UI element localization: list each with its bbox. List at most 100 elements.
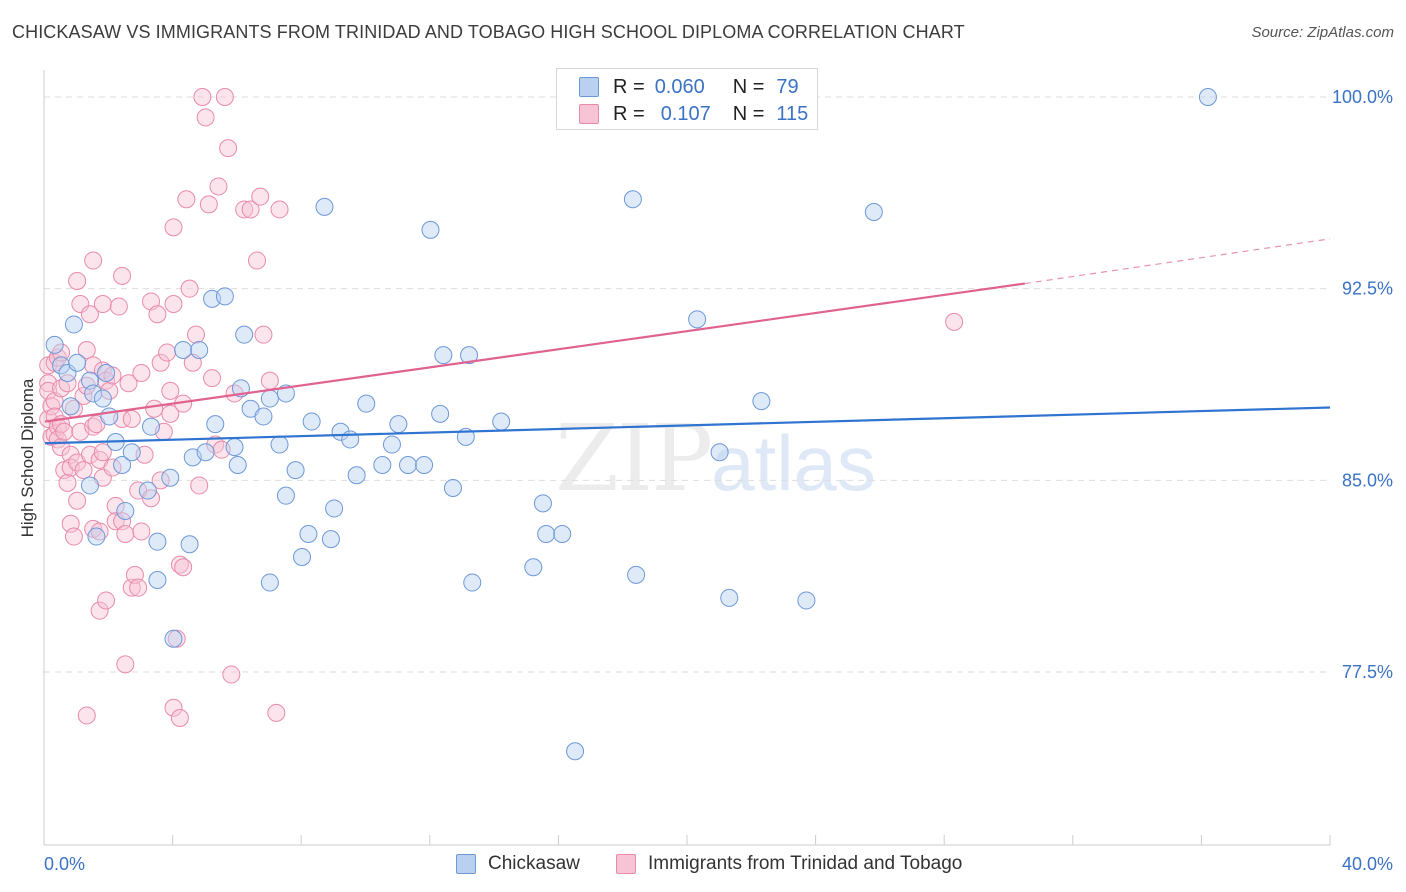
- data-point-trinidad: [164, 218, 183, 237]
- data-point-chickasaw: [533, 494, 552, 513]
- watermark-atlas: atlas: [711, 419, 876, 507]
- data-point-trinidad: [90, 601, 109, 620]
- data-point-trinidad: [158, 343, 177, 362]
- data-point-trinidad: [148, 305, 167, 324]
- data-point-chickasaw: [463, 573, 482, 592]
- data-point-chickasaw: [215, 287, 234, 306]
- data-point-chickasaw: [206, 415, 225, 434]
- bottom-legend-label-chickasaw: Chickasaw: [488, 853, 580, 874]
- data-point-chickasaw: [142, 417, 161, 436]
- trend-line-trinidad: [44, 282, 1025, 423]
- data-point-trinidad: [267, 703, 286, 722]
- data-point-trinidad: [119, 374, 138, 393]
- watermark-zip: ZIP: [555, 405, 713, 512]
- data-point-chickasaw: [97, 364, 116, 382]
- data-point-trinidad: [151, 353, 170, 372]
- bottom-legend-trinidad: Immigrants from Trinidad and Tobago: [616, 850, 962, 878]
- data-point-chickasaw: [492, 412, 511, 431]
- data-point-trinidad: [116, 655, 135, 674]
- data-point-trinidad: [235, 200, 254, 219]
- legend-r-value: 0.060: [654, 75, 705, 98]
- data-point-trinidad: [251, 187, 270, 206]
- data-point-trinidad: [64, 527, 83, 546]
- data-point-chickasaw: [148, 571, 167, 589]
- data-point-chickasaw: [373, 456, 392, 474]
- data-point-trinidad: [93, 361, 112, 380]
- x-tick-label: 40.0%: [1342, 854, 1393, 874]
- data-point-trinidad: [93, 443, 112, 462]
- data-point-trinidad: [180, 279, 199, 298]
- series-chickasaw-points: [45, 88, 1217, 761]
- data-point-chickasaw: [389, 415, 408, 434]
- data-point-trinidad: [174, 558, 193, 577]
- trend-line-chickasaw: [44, 406, 1331, 445]
- data-point-trinidad: [177, 190, 196, 209]
- data-point-trinidad: [203, 369, 222, 388]
- data-point-trinidad: [219, 139, 238, 158]
- data-point-chickasaw: [138, 481, 157, 500]
- legend-r-value: 0.107: [660, 102, 711, 125]
- data-point-trinidad: [170, 709, 189, 727]
- data-point-trinidad: [74, 461, 93, 480]
- chart-title: CHICKASAW VS IMMIGRANTS FROM TRINIDAD AN…: [12, 22, 965, 42]
- data-point-chickasaw: [1198, 88, 1217, 106]
- data-point-chickasaw: [688, 310, 707, 329]
- data-point-trinidad: [93, 295, 112, 313]
- data-point-chickasaw: [286, 461, 305, 480]
- bottom-legend-swatch-chickasaw: [456, 854, 476, 874]
- data-point-chickasaw: [45, 335, 64, 354]
- data-point-trinidad: [254, 325, 273, 344]
- data-point-trinidad: [68, 491, 87, 510]
- data-point-trinidad: [215, 88, 234, 106]
- data-point-chickasaw: [190, 341, 209, 359]
- data-point-chickasaw: [113, 456, 132, 474]
- data-point-chickasaw: [61, 397, 80, 416]
- legend-n-label: N =: [732, 75, 765, 98]
- y-axis-label: High School Diploma: [18, 378, 37, 538]
- data-point-trinidad: [97, 591, 116, 610]
- trend-lines: [44, 238, 1331, 445]
- data-point-chickasaw: [87, 527, 106, 546]
- data-point-chickasaw: [524, 558, 543, 577]
- source-label: Source: ZipAtlas.com: [1251, 24, 1394, 41]
- data-point-chickasaw: [84, 384, 103, 403]
- data-point-chickasaw: [254, 407, 273, 426]
- data-point-trinidad: [164, 698, 183, 717]
- data-point-chickasaw: [52, 356, 71, 375]
- data-point-chickasaw: [93, 389, 112, 408]
- data-point-chickasaw: [537, 525, 556, 543]
- axes: [43, 70, 1331, 846]
- data-point-chickasaw: [623, 190, 642, 209]
- data-point-chickasaw: [434, 346, 453, 365]
- bottom-legend-chickasaw: Chickasaw: [456, 850, 580, 878]
- data-point-trinidad: [170, 555, 189, 574]
- data-point-chickasaw: [80, 476, 99, 495]
- bottom-legend-label-trinidad: Immigrants from Trinidad and Tobago: [648, 853, 963, 874]
- data-point-trinidad: [58, 473, 77, 492]
- data-point-chickasaw: [270, 435, 289, 454]
- data-point-chickasaw: [196, 443, 215, 462]
- data-point-trinidad: [68, 272, 87, 290]
- data-point-chickasaw: [720, 588, 739, 607]
- data-point-chickasaw: [415, 456, 434, 474]
- data-point-trinidad: [90, 522, 109, 541]
- trend-line-trinidad-extension: [1024, 238, 1331, 285]
- data-point-trinidad: [109, 297, 128, 316]
- x-tick-label: 0.0%: [44, 854, 85, 874]
- data-point-trinidad: [129, 578, 148, 597]
- data-point-chickasaw: [116, 502, 135, 520]
- data-point-trinidad: [55, 422, 74, 441]
- data-point-chickasaw: [293, 548, 311, 566]
- data-point-trinidad: [196, 108, 215, 127]
- data-point-chickasaw: [180, 535, 199, 554]
- legend-r-label: R =: [613, 102, 645, 125]
- data-point-trinidad: [145, 399, 164, 418]
- data-point-chickasaw: [299, 525, 318, 543]
- data-point-chickasaw: [64, 315, 83, 334]
- data-point-trinidad: [80, 305, 99, 324]
- data-point-trinidad: [100, 381, 119, 400]
- data-point-trinidad: [270, 200, 289, 219]
- watermark: ZIPatlas: [555, 405, 876, 512]
- data-point-chickasaw: [321, 530, 340, 549]
- data-point-trinidad: [77, 341, 96, 359]
